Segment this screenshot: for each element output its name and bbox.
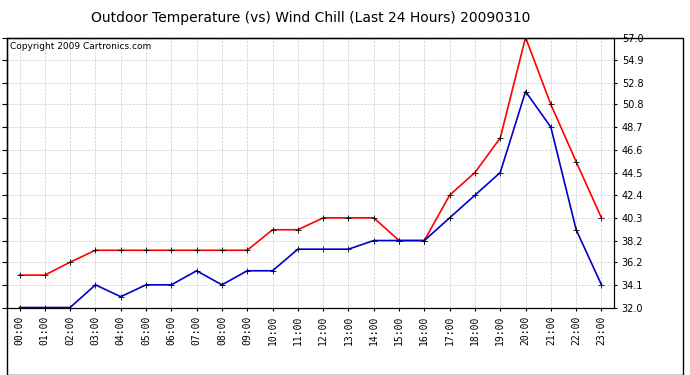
Text: Outdoor Temperature (vs) Wind Chill (Last 24 Hours) 20090310: Outdoor Temperature (vs) Wind Chill (Las… <box>91 11 530 25</box>
Text: Copyright 2009 Cartronics.com: Copyright 2009 Cartronics.com <box>10 42 151 51</box>
